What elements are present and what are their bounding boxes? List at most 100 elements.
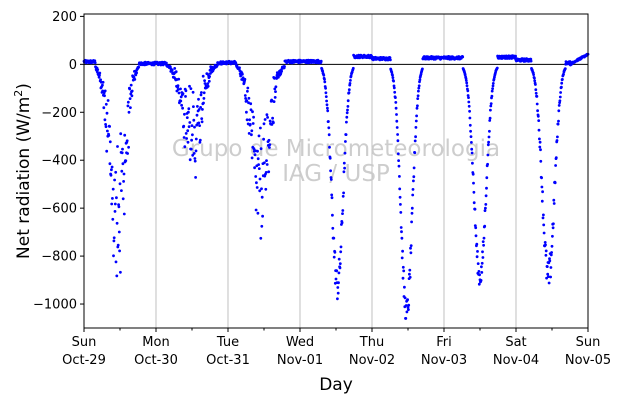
data-point	[192, 152, 196, 155]
data-point	[104, 102, 108, 106]
data-point	[535, 102, 539, 106]
data-point	[202, 101, 205, 105]
data-point	[93, 61, 97, 65]
data-point	[401, 249, 404, 253]
data-point	[554, 156, 558, 160]
data-point	[470, 147, 474, 151]
data-point	[406, 298, 409, 301]
data-point	[416, 94, 420, 98]
data-point	[418, 78, 422, 82]
data-point	[417, 86, 421, 90]
data-point	[544, 253, 548, 257]
data-point	[188, 158, 192, 162]
data-point	[489, 104, 493, 108]
data-point	[248, 123, 252, 126]
data-point	[544, 243, 547, 247]
data-point	[111, 217, 115, 221]
data-point	[241, 72, 244, 76]
y-axis-label-superscript: 2	[12, 90, 25, 97]
x-tick-day: Mon	[142, 335, 169, 350]
data-point	[247, 96, 251, 100]
data-point	[543, 241, 547, 244]
data-point	[239, 74, 243, 78]
data-point	[183, 112, 186, 116]
data-point	[186, 129, 190, 133]
data-point	[335, 269, 339, 273]
data-point	[258, 177, 262, 181]
data-point	[113, 202, 117, 206]
data-point	[112, 254, 115, 258]
data-point	[409, 244, 413, 248]
x-tick-date: Oct-31	[206, 353, 250, 368]
y-tick-label: −1000	[33, 298, 77, 313]
data-point	[555, 139, 559, 142]
data-point	[475, 255, 479, 259]
data-point	[487, 135, 491, 139]
data-point	[396, 152, 400, 156]
data-point	[265, 113, 269, 117]
x-tick-label: Thu Nov-02	[349, 335, 395, 368]
data-point	[342, 170, 346, 174]
data-point	[332, 236, 336, 240]
data-point	[119, 270, 122, 274]
data-point	[112, 236, 116, 240]
data-point	[465, 81, 469, 85]
data-point	[556, 122, 560, 126]
data-point	[476, 250, 479, 253]
x-tick-day: Wed	[286, 335, 314, 350]
data-point	[467, 104, 471, 108]
data-point	[338, 262, 342, 265]
data-point	[402, 269, 406, 273]
y-tick-label: −800	[41, 250, 77, 265]
data-point	[474, 234, 478, 238]
data-point	[401, 276, 405, 280]
data-point	[122, 212, 126, 216]
data-point	[475, 242, 479, 246]
data-point	[109, 173, 113, 177]
data-point	[252, 147, 256, 151]
data-point	[137, 65, 141, 69]
data-point	[343, 166, 346, 170]
x-tick-label: Tue Oct-31	[206, 335, 250, 368]
data-point	[272, 100, 276, 103]
data-point	[260, 195, 264, 199]
data-point	[392, 79, 395, 83]
data-point	[535, 95, 539, 98]
data-point	[326, 106, 329, 110]
data-point	[200, 117, 204, 120]
data-point	[484, 203, 488, 206]
data-point	[480, 261, 484, 265]
data-point	[337, 257, 341, 261]
data-point	[106, 99, 110, 102]
data-point	[206, 84, 210, 88]
data-point	[104, 123, 107, 126]
data-point	[123, 133, 127, 137]
y-tick-label: −400	[41, 154, 77, 169]
data-point	[180, 103, 184, 107]
data-point	[551, 234, 554, 238]
data-point	[325, 99, 328, 103]
data-point	[482, 236, 486, 240]
data-point	[398, 175, 401, 178]
data-point	[400, 230, 403, 234]
data-point	[413, 139, 417, 143]
data-point	[341, 212, 344, 216]
data-point	[537, 128, 541, 132]
data-point	[540, 176, 543, 180]
data-point	[542, 223, 546, 227]
data-point	[346, 108, 349, 112]
data-point	[415, 106, 419, 110]
data-point	[257, 167, 261, 171]
data-point	[254, 175, 258, 178]
data-point	[181, 92, 185, 96]
data-point	[116, 243, 120, 247]
data-point	[122, 180, 125, 183]
data-point	[202, 97, 206, 100]
data-point	[351, 66, 355, 70]
data-point	[534, 91, 538, 95]
data-point	[106, 129, 109, 133]
data-point	[401, 265, 405, 269]
x-tick-label: Fri Nov-03	[421, 335, 467, 368]
data-point	[550, 251, 553, 254]
